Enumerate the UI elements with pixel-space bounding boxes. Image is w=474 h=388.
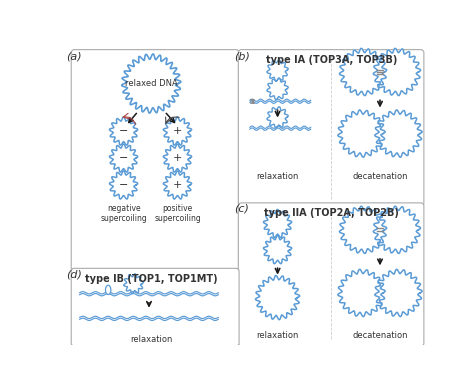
Polygon shape xyxy=(374,48,420,95)
Text: positive
supercoiling: positive supercoiling xyxy=(154,204,201,223)
Text: relaxation: relaxation xyxy=(256,331,299,340)
Polygon shape xyxy=(164,144,191,172)
Polygon shape xyxy=(375,110,422,157)
Polygon shape xyxy=(255,275,300,320)
Text: decatenation: decatenation xyxy=(352,172,408,181)
Polygon shape xyxy=(109,171,138,199)
FancyBboxPatch shape xyxy=(71,50,239,271)
Polygon shape xyxy=(375,269,422,317)
Text: relaxation: relaxation xyxy=(256,172,299,181)
Polygon shape xyxy=(264,236,292,264)
Text: type IA (TOP3A, TOP3B): type IA (TOP3A, TOP3B) xyxy=(266,55,397,65)
Polygon shape xyxy=(339,206,387,253)
Polygon shape xyxy=(164,171,191,199)
Polygon shape xyxy=(267,107,288,128)
Text: decatenation: decatenation xyxy=(352,331,408,340)
Polygon shape xyxy=(267,78,288,100)
Text: −: − xyxy=(119,126,128,136)
Polygon shape xyxy=(267,60,288,81)
Polygon shape xyxy=(374,206,420,253)
Polygon shape xyxy=(339,48,387,95)
Text: (a): (a) xyxy=(66,51,82,61)
FancyBboxPatch shape xyxy=(238,50,424,206)
Text: relaxation: relaxation xyxy=(130,334,173,343)
Polygon shape xyxy=(109,144,138,172)
Text: negative
supercoiling: negative supercoiling xyxy=(100,204,147,223)
Text: (d): (d) xyxy=(66,270,82,280)
FancyBboxPatch shape xyxy=(71,268,239,346)
Text: relaxed DNA: relaxed DNA xyxy=(125,79,178,88)
Text: −: − xyxy=(119,180,128,190)
Text: −: − xyxy=(119,153,128,163)
Text: +: + xyxy=(173,180,182,190)
Text: type IIA (TOP2A, TOP2B): type IIA (TOP2A, TOP2B) xyxy=(264,208,399,218)
Text: (c): (c) xyxy=(234,204,248,214)
Text: +: + xyxy=(173,126,182,136)
Polygon shape xyxy=(164,117,191,145)
Polygon shape xyxy=(109,117,138,145)
Text: +: + xyxy=(173,153,182,163)
Ellipse shape xyxy=(106,285,111,294)
Text: type IB (TOP1, TOP1MT): type IB (TOP1, TOP1MT) xyxy=(85,274,218,284)
Text: (b): (b) xyxy=(234,51,249,61)
FancyBboxPatch shape xyxy=(238,203,424,346)
Polygon shape xyxy=(338,269,385,317)
Polygon shape xyxy=(124,274,144,294)
Polygon shape xyxy=(264,210,292,237)
Polygon shape xyxy=(338,110,385,157)
